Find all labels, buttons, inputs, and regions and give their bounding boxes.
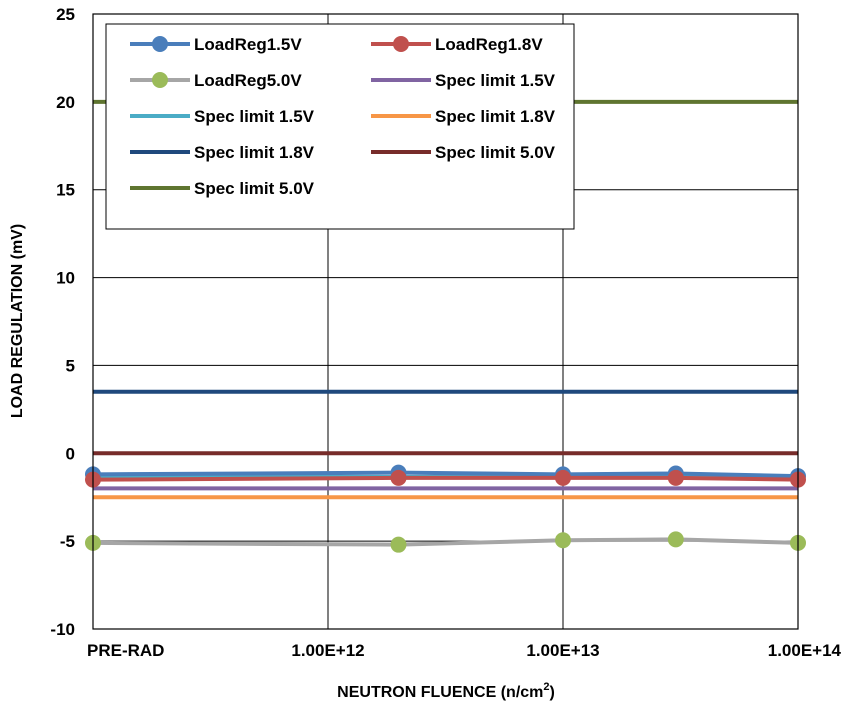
data-point	[667, 469, 684, 486]
y-tick-label: 5	[66, 356, 75, 375]
x-axis-title-superscript: 2	[543, 681, 549, 693]
legend-label: Spec limit 1.8V	[194, 143, 315, 162]
legend-marker	[152, 72, 168, 88]
x-axis-title-suffix: )	[550, 684, 555, 701]
data-point	[390, 536, 407, 553]
y-axis-title: LOAD REGULATION (mV)	[9, 224, 26, 418]
y-tick-label: 10	[56, 269, 75, 288]
x-axis-title: NEUTRON FLUENCE (n/cm2)	[337, 681, 555, 701]
y-tick-label: 20	[56, 93, 75, 112]
legend-marker	[152, 36, 168, 52]
y-tick-label: -5	[60, 532, 75, 551]
x-tick-label: 1.00E+14	[768, 641, 842, 660]
legend-label: Spec limit 1.5V	[435, 71, 556, 90]
data-point	[555, 469, 571, 486]
data-point	[667, 531, 684, 548]
legend-box	[105, 23, 575, 230]
series-line	[92, 537, 799, 547]
y-tick-label: 25	[56, 5, 75, 24]
y-tick-label: -10	[50, 620, 75, 639]
y-axis-tick-labels: 25 20 15 10 5 0 -5 -10	[50, 5, 75, 639]
x-axis-title-main: NEUTRON FLUENCE (n/cm	[337, 684, 543, 701]
x-tick-label: 1.00E+12	[291, 641, 364, 660]
legend-label: Spec limit 1.5V	[194, 107, 315, 126]
y-tick-label: 15	[56, 181, 75, 200]
legend-label: LoadReg5.0V	[194, 71, 302, 90]
data-point	[555, 532, 571, 549]
legend-label: Spec limit 1.8V	[435, 107, 556, 126]
series-line	[92, 475, 799, 482]
x-axis-tick-labels: PRE-RAD 1.00E+12 1.00E+13 1.00E+14	[87, 641, 842, 660]
data-point	[390, 469, 407, 486]
plot-area-frame	[92, 13, 799, 630]
x-tick-label: 1.00E+13	[526, 641, 599, 660]
legend-label: Spec limit 5.0V	[435, 143, 556, 162]
legend-marker	[393, 36, 409, 52]
legend: LoadReg1.5V LoadReg1.8V LoadReg5.0V Spec li…	[105, 23, 575, 230]
legend-label: LoadReg1.5V	[194, 35, 302, 54]
legend-label: Spec limit 5.0V	[194, 179, 315, 198]
legend-label: LoadReg1.8V	[435, 35, 543, 54]
x-tick-label: PRE-RAD	[87, 641, 164, 660]
y-tick-label: 0	[66, 444, 75, 463]
